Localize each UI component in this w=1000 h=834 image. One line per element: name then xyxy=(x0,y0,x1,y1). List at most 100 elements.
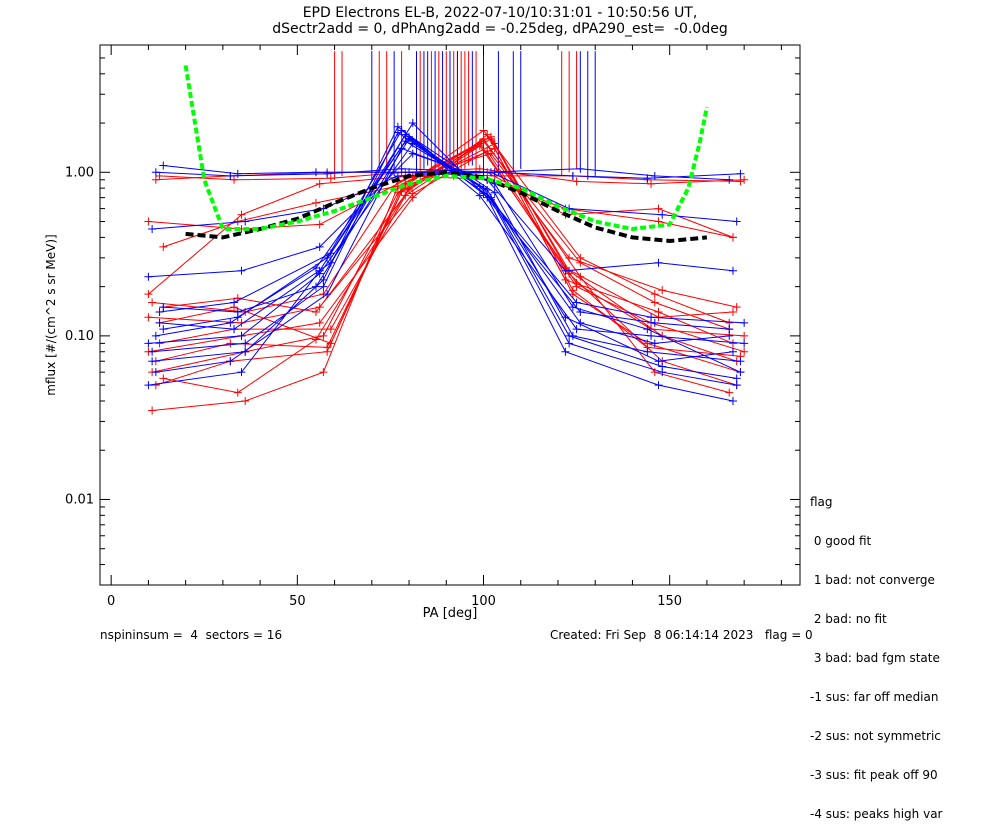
red-series-point xyxy=(241,396,250,405)
red-series-point xyxy=(728,339,737,348)
blue-series-point xyxy=(576,164,585,173)
blue-series-point xyxy=(233,313,242,322)
blue-series-point xyxy=(561,266,570,275)
red-series-point xyxy=(315,220,324,229)
y-tick-label: 1.00 xyxy=(65,165,94,180)
red-series-point xyxy=(326,174,335,183)
blue-series-point xyxy=(728,347,737,356)
plot-frame xyxy=(99,44,801,586)
blue-series-point xyxy=(654,258,663,267)
blue-series-point xyxy=(408,119,417,128)
blue-series-point xyxy=(326,249,335,258)
red-series-point xyxy=(311,198,320,207)
legend-item: 0 good fit xyxy=(810,534,872,548)
blue-series-point xyxy=(565,331,574,340)
blue-series-point xyxy=(237,266,246,275)
blue-series-point xyxy=(323,290,332,299)
blue-series-point xyxy=(323,169,332,178)
blue-series-point xyxy=(740,339,749,348)
green-fit-curve xyxy=(183,65,709,232)
red-series-point xyxy=(323,343,332,352)
red-series-point xyxy=(654,204,663,213)
blue-series-point xyxy=(405,132,414,141)
blue-series-point xyxy=(650,318,659,327)
red-series-point xyxy=(725,388,734,397)
blue-series-point xyxy=(568,171,577,180)
blue-series-point xyxy=(486,168,495,177)
blue-series-point xyxy=(643,325,652,334)
blue-series-point xyxy=(241,217,250,226)
chart-title-line-1: EPD Electrons EL-B, 2022-07-10/10:31:01 … xyxy=(302,5,698,21)
blue-series-point xyxy=(151,368,160,377)
red-series-point xyxy=(486,149,495,158)
blue-series-point xyxy=(658,210,667,219)
red-series-point xyxy=(155,171,164,180)
blue-series-point xyxy=(151,168,160,177)
red-series-point xyxy=(397,187,406,196)
blue-series-point xyxy=(650,339,659,348)
chart-title-line-2: dSectr2add = 0, dPhAng2add = -0.25deg, d… xyxy=(272,21,728,37)
red-series-line xyxy=(148,175,734,295)
legend-item: 3 bad: bad fgm state xyxy=(810,651,940,665)
blue-series-point xyxy=(148,225,157,234)
blue-series-line xyxy=(155,147,741,373)
red-series-point xyxy=(568,286,577,295)
red-series-point xyxy=(650,290,659,299)
red-series-point xyxy=(159,374,168,383)
blue-series-point xyxy=(397,144,406,153)
red-series-point xyxy=(401,191,410,200)
blue-series-point xyxy=(725,175,734,184)
legend-item: -2 sus: not symmetric xyxy=(810,729,941,743)
red-series-line xyxy=(151,138,737,373)
blue-series-point xyxy=(155,307,164,316)
blue-series-point xyxy=(315,269,324,278)
red-series-point xyxy=(658,286,667,295)
red-series-point xyxy=(647,179,656,188)
blue-series-point xyxy=(230,298,239,307)
blue-series-line xyxy=(159,133,745,344)
flag-legend: flag 0 good fit 1 bad: not converge 2 ba… xyxy=(810,470,942,834)
x-tick-label: 0 xyxy=(107,594,115,609)
red-series-point xyxy=(736,177,745,186)
blue-series-point xyxy=(565,339,574,348)
legend-item: -1 sus: far off median xyxy=(810,690,939,704)
footer-sector-info: nspininsum = 4 sectors = 16 xyxy=(100,628,283,642)
x-tick-label: 100 xyxy=(471,594,496,609)
blue-series-point xyxy=(728,266,737,275)
blue-series-point xyxy=(736,357,745,366)
x-tick-label: 150 xyxy=(657,594,682,609)
blue-series-point xyxy=(475,191,484,200)
red-series-point xyxy=(144,217,153,226)
red-series-point xyxy=(319,331,328,340)
red-series-point xyxy=(740,347,749,356)
red-series-point xyxy=(483,130,492,139)
blue-series-point xyxy=(654,381,663,390)
blue-series-line xyxy=(148,122,734,402)
blue-series-point xyxy=(728,396,737,405)
red-series-point xyxy=(475,141,484,150)
blue-series-point xyxy=(732,381,741,390)
legend-item: -4 sus: peaks high var xyxy=(810,807,943,821)
red-series-point xyxy=(326,325,335,334)
blue-series-point xyxy=(159,161,168,170)
blue-series-point xyxy=(226,357,235,366)
blue-series-point xyxy=(736,169,745,178)
blue-series-point xyxy=(393,128,402,137)
red-series-point xyxy=(315,179,324,188)
blue-series-point xyxy=(319,282,328,291)
red-series-point xyxy=(315,318,324,327)
red-series-point xyxy=(486,132,495,141)
blue-series-point xyxy=(315,242,324,251)
footer-created-info: Created: Fri Sep 8 06:14:14 2023 flag = … xyxy=(550,628,813,642)
x-tick-label: 50 xyxy=(289,594,306,609)
blue-series-point xyxy=(475,182,484,191)
red-series-point xyxy=(490,139,499,148)
blue-series-point xyxy=(241,347,250,356)
blue-series-point xyxy=(155,318,164,327)
red-series-point xyxy=(315,303,324,312)
red-series-point xyxy=(650,298,659,307)
blue-series-point xyxy=(408,149,417,158)
blue-series-point xyxy=(159,303,168,312)
blue-series-point xyxy=(725,331,734,340)
blue-series-point xyxy=(241,339,250,348)
